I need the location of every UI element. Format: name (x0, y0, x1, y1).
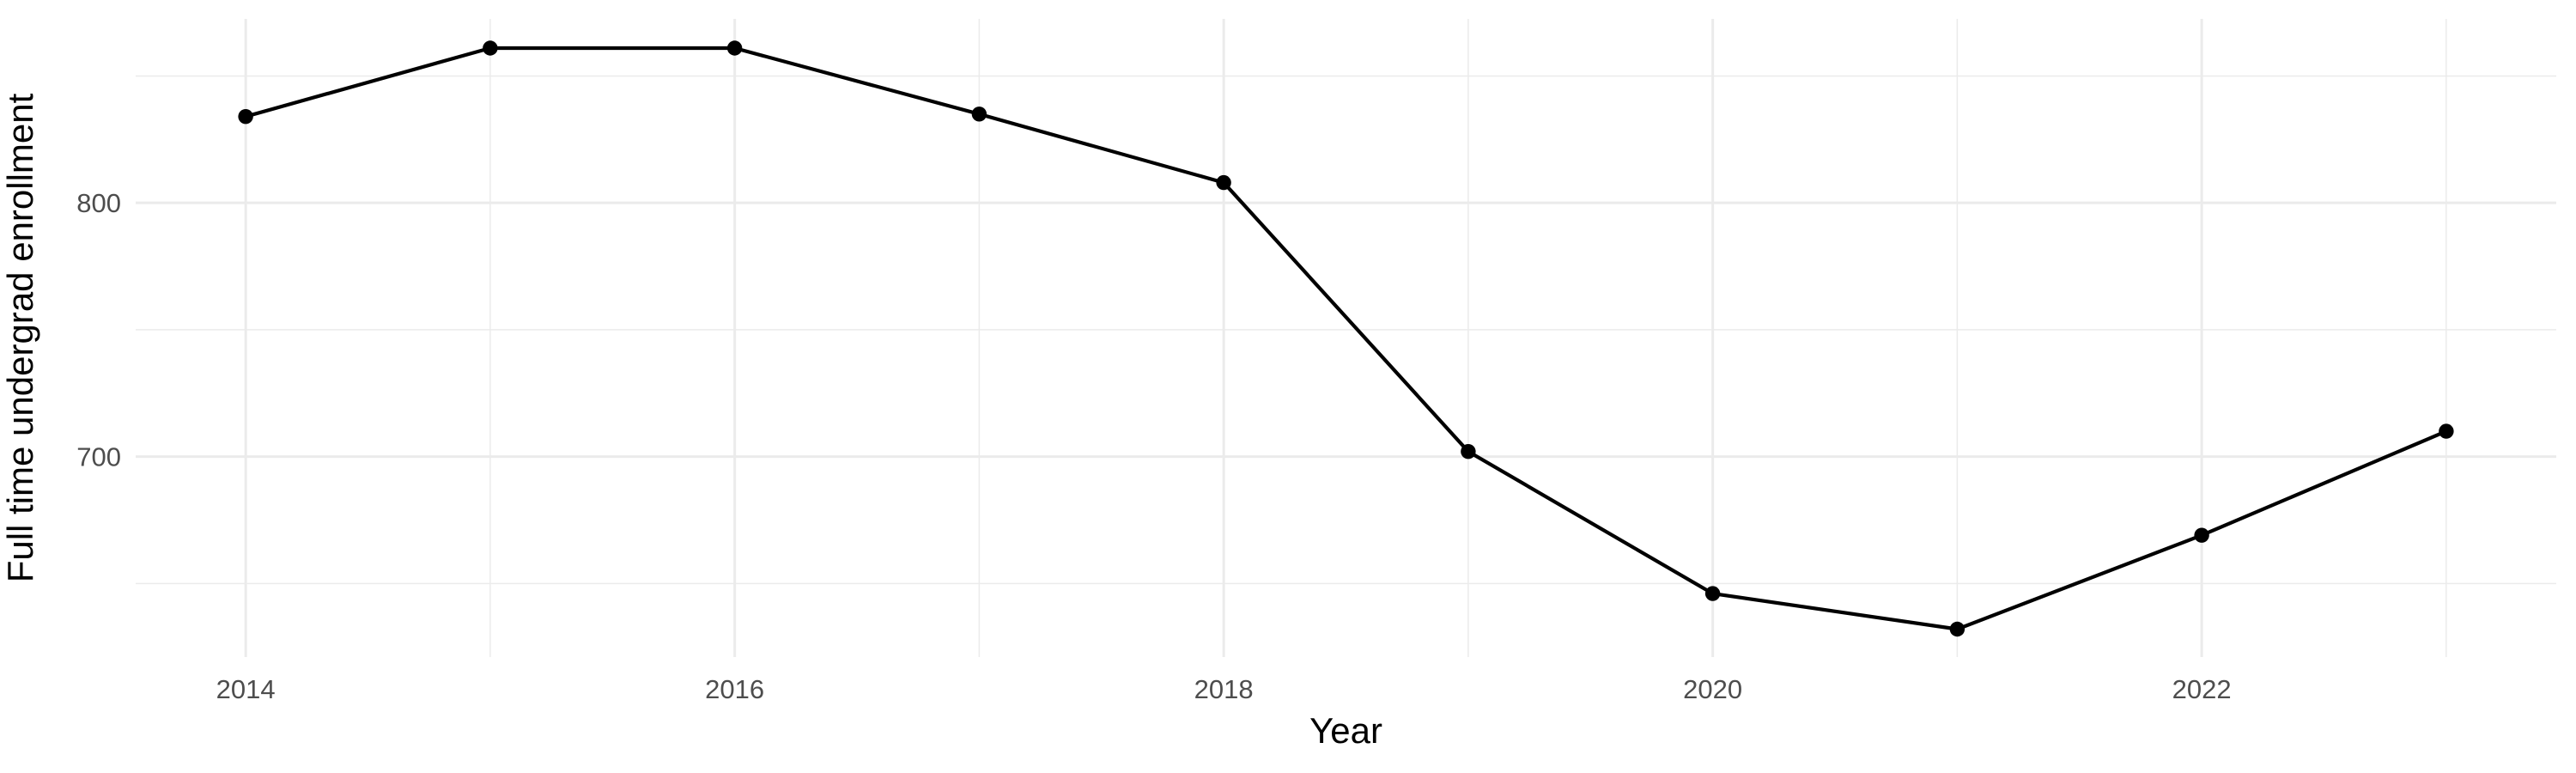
enrollment-line (245, 46, 2447, 631)
major-gridlines (136, 19, 2556, 657)
y-tick-label-800: 800 (76, 188, 121, 218)
data-point-2019 (1461, 444, 1476, 460)
x-tick-label-2016: 2016 (705, 674, 764, 704)
y-axis-title: Full time undergrad enrollment (0, 93, 40, 582)
y-axis-tick-labels: 700 800 (76, 188, 121, 472)
data-point-2017 (971, 107, 987, 122)
data-point-2022 (2194, 527, 2209, 543)
x-axis-tick-labels: 2014 2016 2018 2020 2022 (216, 674, 2232, 704)
minor-gridlines (136, 19, 2556, 657)
data-point-2018 (1216, 174, 1231, 191)
data-point-2014 (238, 109, 253, 125)
data-point-2015 (483, 40, 498, 56)
x-tick-label-2022: 2022 (2172, 674, 2232, 704)
enrollment-data-points (238, 40, 2454, 637)
y-tick-label-700: 700 (76, 442, 121, 472)
data-point-2016 (726, 40, 743, 56)
x-tick-label-2014: 2014 (216, 674, 276, 704)
x-tick-label-2018: 2018 (1194, 674, 1254, 704)
enrollment-line-series (245, 46, 2447, 631)
data-point-2020 (1704, 586, 1721, 601)
x-axis-title: Year (1309, 710, 1382, 751)
data-point-2021 (1949, 621, 1965, 637)
x-tick-label-2020: 2020 (1683, 674, 1742, 704)
data-point-2023 (2439, 423, 2454, 439)
